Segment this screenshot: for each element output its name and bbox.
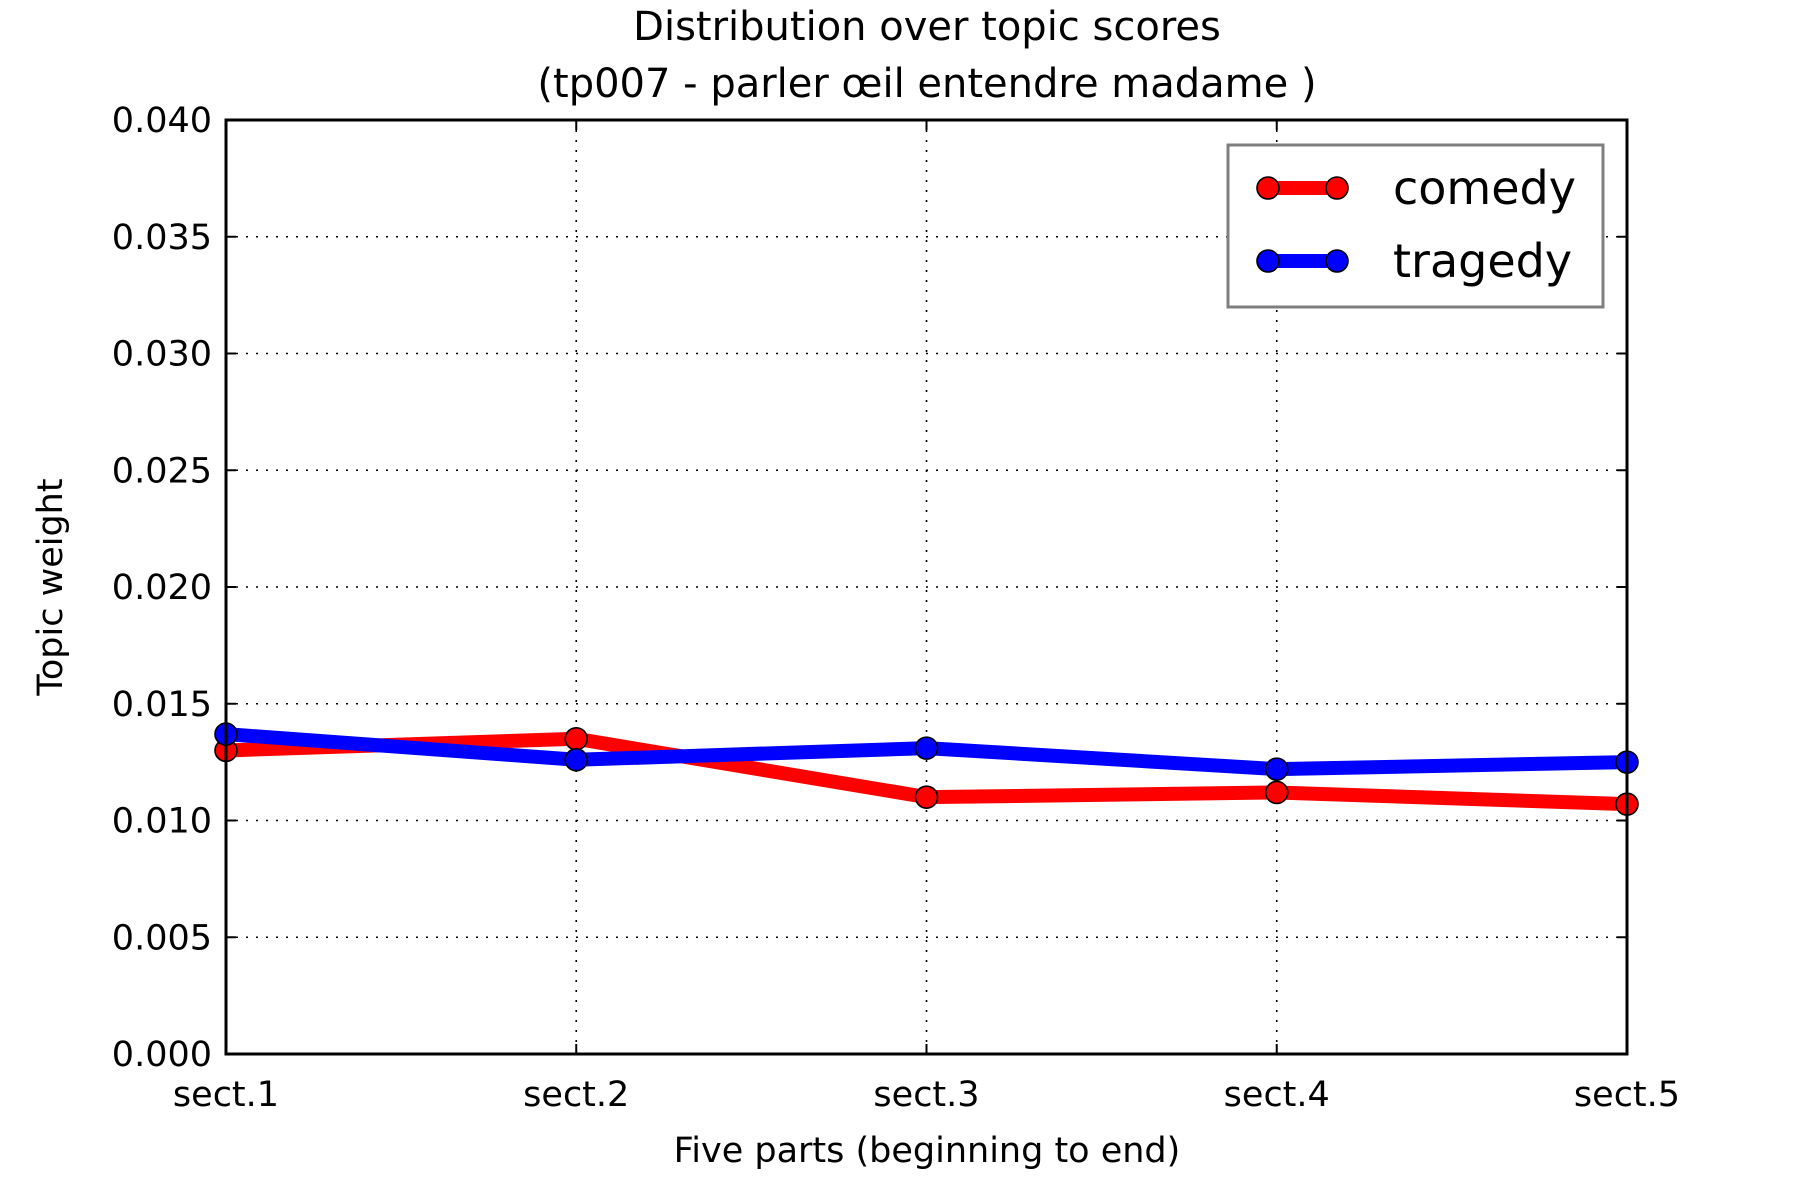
data-point-comedy: [564, 726, 589, 751]
legend-marker-tragedy: [1256, 249, 1280, 273]
y-tick-label: 0.010: [112, 802, 212, 842]
x-tick-label: sect.2: [523, 1075, 629, 1115]
data-point-comedy: [914, 785, 939, 809]
y-tick-label: 0.040: [112, 101, 212, 141]
x-tick-label: sect.3: [873, 1075, 979, 1115]
series-lines: [214, 722, 1639, 816]
y-tick-label: 0.005: [112, 918, 212, 958]
plot-frame: [224, 118, 1629, 1056]
chart-title: Distribution over topic scores: [633, 4, 1221, 50]
data-point-tragedy: [1264, 757, 1289, 781]
y-axis-label: Topic weight: [31, 478, 71, 696]
y-tick-label: 0.020: [112, 568, 212, 608]
chart-subtitle: (tp007 - parler œil entendre madame ): [537, 61, 1316, 107]
legend-marker-tragedy: [1325, 249, 1349, 273]
legend-box: [1226, 143, 1605, 309]
y-tick-label: 0.025: [112, 451, 212, 491]
legend-label-tragedy: tragedy: [1393, 234, 1572, 288]
x-tick-label: sect.1: [173, 1075, 279, 1115]
legend: comedy tragedy: [1226, 143, 1605, 309]
data-point-comedy: [1264, 780, 1289, 805]
y-tick-label: 0.030: [112, 335, 212, 375]
legend-marker-comedy: [1325, 176, 1349, 200]
legend-label-comedy: comedy: [1393, 161, 1576, 215]
y-tick-label: 0.000: [112, 1035, 212, 1075]
grid-lines: [226, 120, 1627, 1054]
data-point-tragedy: [914, 736, 939, 760]
y-tick-label: 0.035: [112, 218, 212, 258]
axis-ticks: sect.1 sect.2 sect.3 sect.4 sect.5 0.000 0.005…: [112, 101, 1680, 1115]
x-axis-label: Five parts (beginning to end): [674, 1131, 1181, 1171]
x-tick-label: sect.4: [1224, 1075, 1330, 1115]
legend-marker-comedy: [1256, 176, 1280, 200]
data-point-tragedy: [564, 747, 589, 772]
y-tick-label: 0.015: [112, 685, 212, 725]
x-tick-label: sect.5: [1574, 1075, 1680, 1115]
